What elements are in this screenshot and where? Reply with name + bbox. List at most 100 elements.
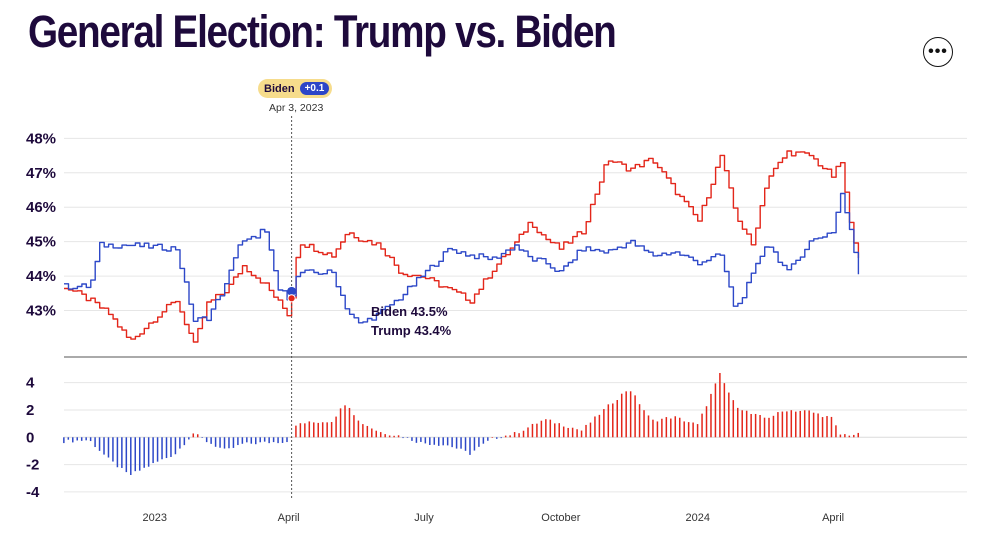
margin-bar [835, 425, 837, 438]
margin-bar [335, 416, 337, 438]
margin-bar [629, 391, 632, 438]
margin-bar [826, 416, 828, 438]
margin-bar [848, 435, 851, 438]
margin-bar [799, 410, 801, 438]
margin-bar [192, 433, 195, 438]
x-tick-label: 2024 [685, 512, 709, 524]
margin-bar [375, 430, 378, 438]
margin-bar [397, 435, 400, 438]
margin-bar [179, 437, 181, 449]
margin-bar [80, 437, 83, 441]
margin-bar [817, 413, 819, 438]
margin-bar [103, 437, 105, 455]
hover-tooltip: Biden +0.1 [258, 79, 333, 98]
more-options-button[interactable]: ••• [923, 37, 953, 67]
margin-bar [63, 437, 65, 444]
margin-bar [643, 410, 645, 438]
margin-bar [795, 411, 797, 438]
margin-bar [647, 415, 650, 438]
margin-bar [558, 423, 560, 438]
margin-bar [844, 434, 846, 438]
margin-bar [692, 422, 694, 438]
margin-bar [473, 437, 476, 451]
margin-bar [656, 421, 659, 438]
y-tick-label: 46% [26, 199, 56, 216]
margin-bar [705, 406, 708, 438]
margin-bar [585, 424, 587, 438]
margin-bar [455, 437, 458, 449]
margin-bar [786, 411, 788, 438]
margin-bar [580, 430, 583, 438]
margin-bar [803, 410, 806, 438]
margin-bar [384, 434, 386, 438]
margin-bar [732, 400, 735, 438]
margin-bar [89, 437, 92, 442]
tooltip-date: Apr 3, 2023 [269, 102, 324, 114]
margin-bar [554, 423, 556, 438]
margin-bar [330, 422, 333, 438]
margin-bar [76, 437, 78, 441]
biden-hover-dot [287, 286, 297, 296]
margin-bar [638, 404, 641, 438]
y-tick-label: 47% [26, 165, 56, 182]
margin-bar [446, 437, 449, 446]
margin-bar [562, 426, 565, 438]
margin-bar [321, 422, 324, 438]
y-tick-label: -4 [26, 484, 40, 501]
margin-bar [393, 435, 395, 438]
margin-bar [420, 437, 422, 442]
margin-bar [250, 437, 253, 444]
margin-bar [98, 437, 101, 451]
margin-bar [750, 413, 752, 438]
margin-bar [214, 437, 217, 447]
margin-bar [683, 421, 685, 438]
margin-bar [130, 437, 132, 475]
more-dots-icon: ••• [928, 43, 948, 60]
margin-bar [183, 437, 186, 446]
margin-bar [121, 437, 123, 468]
margin-bar [138, 437, 141, 471]
y-tick-label: 2 [26, 402, 34, 419]
margin-bar [768, 417, 770, 438]
margin-bar [777, 412, 779, 438]
margin-bar [255, 437, 257, 445]
margin-bar [808, 410, 810, 438]
margin-bar [772, 415, 775, 438]
margin-bar [406, 437, 409, 438]
x-tick-label: April [278, 512, 300, 524]
margin-bar [344, 405, 346, 438]
margin-bar [286, 437, 288, 443]
margin-bar [696, 424, 699, 438]
margin-bar [714, 383, 717, 438]
margin-bar [500, 437, 502, 439]
margin-bar [313, 422, 315, 438]
margin-bar [527, 427, 529, 438]
margin-bar [272, 437, 275, 443]
margin-bar [616, 400, 619, 438]
margin-bar [326, 422, 328, 438]
margin-bar [362, 424, 364, 438]
margin-bar [415, 437, 418, 443]
margin-bar [661, 418, 663, 438]
margin-bar [170, 437, 172, 457]
x-tick-label: July [414, 512, 434, 524]
margin-bar [549, 419, 552, 438]
margin-bar [737, 407, 739, 438]
margin-bar [299, 423, 302, 438]
margin-bar [277, 437, 279, 444]
margin-bar [125, 437, 128, 473]
margin-bar [469, 437, 471, 455]
margin-bar [781, 411, 784, 438]
margin-bar [143, 437, 145, 468]
biden-hover-label: Biden 43.5% [371, 304, 448, 319]
margin-bar [295, 425, 297, 438]
margin-bar [196, 434, 199, 438]
margin-bar [759, 414, 761, 438]
y-tick-label: 44% [26, 268, 56, 285]
margin-bar [366, 425, 369, 438]
margin-bar [112, 437, 114, 462]
margin-bar [152, 437, 154, 464]
page-title: General Election: Trump vs. Biden [28, 6, 617, 57]
margin-bar [460, 437, 462, 449]
